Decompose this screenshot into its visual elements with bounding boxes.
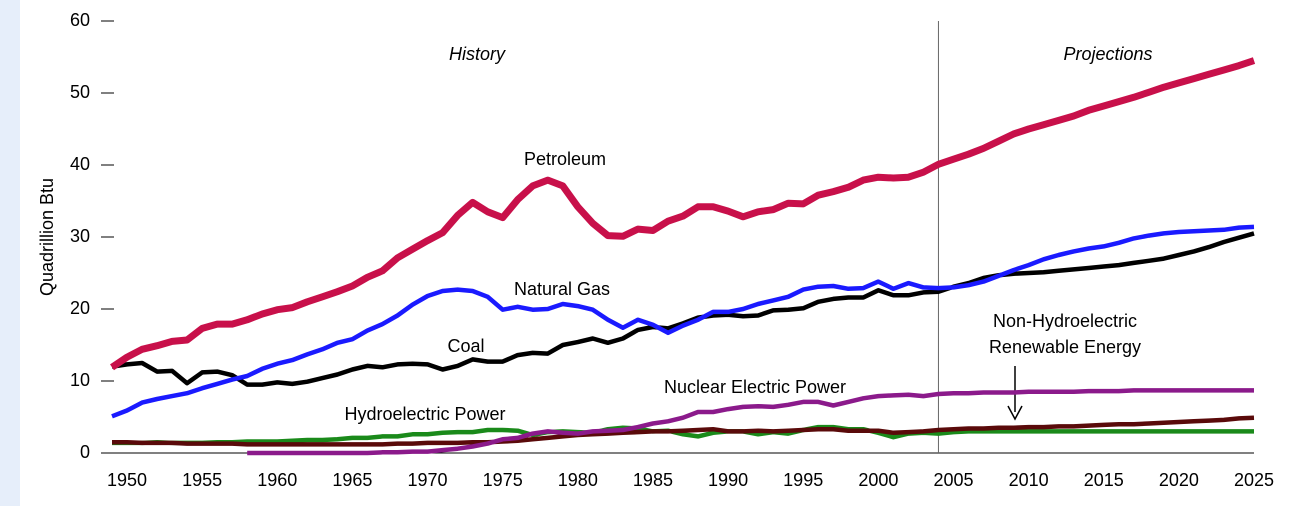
y-tick-label: 40	[70, 154, 90, 174]
x-tick-label: 1960	[257, 470, 297, 490]
y-axis-label: Quadrillion Btu	[37, 178, 57, 296]
y-tick-label: 20	[70, 298, 90, 318]
series-label: Non-Hydroelectric Renewable Energy	[988, 311, 1142, 357]
x-tick-label: 2025	[1234, 470, 1274, 490]
y-tick-label: 50	[70, 82, 90, 102]
x-tick-label: 2010	[1009, 470, 1049, 490]
series-line	[111, 224, 1255, 419]
x-tick-label: 1955	[182, 470, 222, 490]
y-tick-label: 60	[70, 10, 90, 30]
x-tick-label: 1950	[107, 470, 147, 490]
y-tick-label: 0	[80, 442, 90, 462]
side-strip	[0, 0, 20, 506]
arrow-head	[1007, 405, 1023, 421]
x-tick-label: 1990	[708, 470, 748, 490]
series-line	[110, 57, 1256, 371]
series-label: Petroleum	[524, 149, 606, 169]
x-tick-label: 2005	[933, 470, 973, 490]
annotation: Projections	[1063, 44, 1152, 64]
x-tick-label: 2020	[1159, 470, 1199, 490]
series-label: Nuclear Electric Power	[664, 377, 846, 397]
y-tick-label: 30	[70, 226, 90, 246]
series-label: Coal	[447, 336, 484, 356]
series-line	[112, 415, 1255, 447]
series-label: Natural Gas	[514, 279, 610, 299]
series-label: Hydroelectric Power	[344, 404, 505, 424]
annotation: History	[449, 44, 506, 64]
x-tick-label: 1985	[633, 470, 673, 490]
x-tick-label: 1975	[483, 470, 523, 490]
y-tick-label: 10	[70, 370, 90, 390]
x-tick-label: 1965	[332, 470, 372, 490]
x-tick-label: 2000	[858, 470, 898, 490]
x-tick-label: 1995	[783, 470, 823, 490]
series-line	[247, 388, 1254, 456]
x-tick-label: 1980	[558, 470, 598, 490]
x-tick-label: 1970	[408, 470, 448, 490]
x-tick-label: 2015	[1084, 470, 1124, 490]
series-line	[112, 424, 1254, 446]
